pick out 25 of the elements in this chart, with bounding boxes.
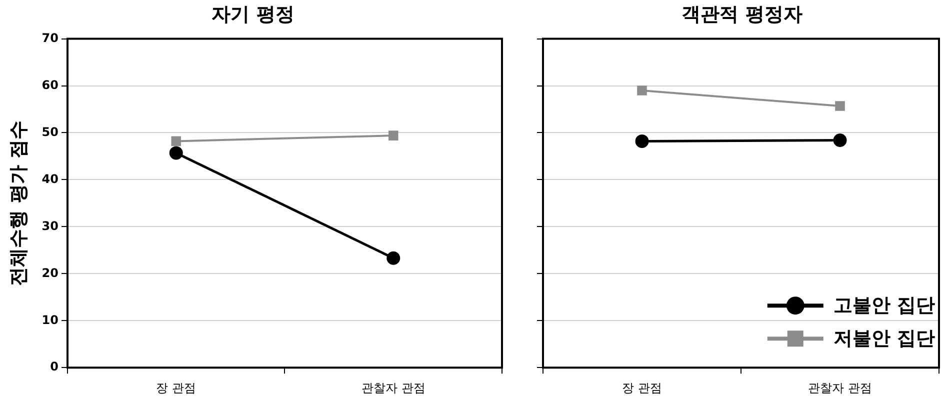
y-tick-label: 70 <box>42 30 58 45</box>
legend-label: 고불안 집단 <box>833 294 936 317</box>
point <box>169 146 183 160</box>
y-tick-label: 10 <box>42 312 58 327</box>
y-tick-label: 50 <box>42 124 58 139</box>
chart-title: 객관적 평정자 <box>682 3 802 26</box>
y-tick-label: 60 <box>42 78 58 92</box>
y-axis-title: 전체수행 평가 점수 <box>7 120 30 286</box>
point <box>635 134 649 148</box>
x-tick-label: 관찰자 관점 <box>808 380 872 395</box>
x-tick-label: 장 관점 <box>156 380 196 395</box>
y-tick-label: 40 <box>42 172 58 186</box>
x-tick-label: 장 관점 <box>622 380 662 395</box>
y-tick-label: 0 <box>50 360 58 374</box>
y-tick-label: 20 <box>42 266 58 280</box>
point <box>386 251 400 265</box>
chart-title: 자기 평정 <box>212 3 294 26</box>
point <box>388 130 398 140</box>
legend-label: 저불안 집단 <box>833 328 936 350</box>
x-tick-label: 관찰자 관점 <box>361 380 426 395</box>
point <box>637 86 647 96</box>
y-tick-label: 30 <box>42 218 58 233</box>
point <box>171 136 182 146</box>
point <box>835 101 845 111</box>
point <box>833 134 847 148</box>
